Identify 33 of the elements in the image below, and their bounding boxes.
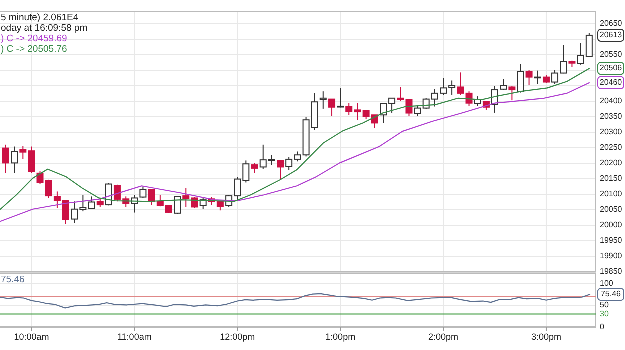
y-tick-label: 20250	[600, 143, 623, 152]
y-tick-label: 19900	[600, 252, 623, 261]
y-tick-label: 20050	[600, 205, 623, 214]
annotation: 20613	[600, 30, 623, 40]
x-tick-label: 2:00pm	[428, 332, 459, 342]
y-tick-label: 20650	[600, 19, 623, 28]
annotation: 20460	[600, 78, 623, 88]
x-tick-label: 12:00pm	[220, 332, 256, 342]
y-tick-label: 20300	[600, 128, 623, 137]
y-tick-label: 19850	[600, 267, 623, 276]
y-tick-label: 20400	[600, 96, 623, 106]
y-tick-label: 100	[600, 279, 614, 288]
y-tick-label: 0	[600, 322, 605, 332]
y-tick-label: 20000	[600, 220, 623, 230]
y-tick-label: 20150	[600, 174, 623, 184]
y-tick-label: 50	[600, 300, 610, 310]
annotation: oday at 16:09:58 pm	[1, 23, 88, 34]
annotation: ) C -> 20459.69	[1, 34, 68, 45]
annotation: 75.46	[600, 290, 622, 299]
y-tick-label: 20550	[600, 50, 623, 60]
ref-line-label: 30	[600, 309, 610, 318]
x-tick-label: 1:00pm	[326, 332, 356, 342]
y-tick-label: 20200	[600, 158, 623, 168]
x-tick-label: 3:00pm	[531, 332, 562, 342]
x-tick-label: 10:00am	[14, 332, 50, 342]
x-tick-label: 11:00am	[117, 332, 152, 342]
annotation: 20506	[600, 64, 623, 73]
annotation: 5 minute) 2.061E4	[1, 12, 79, 24]
annotation: ) C -> 20505.76	[1, 44, 68, 56]
y-tick-label: 20100	[600, 190, 623, 199]
y-tick-label: 19950	[600, 236, 623, 246]
y-tick-label: 20350	[600, 112, 623, 122]
annotation: 75.46	[1, 274, 25, 286]
